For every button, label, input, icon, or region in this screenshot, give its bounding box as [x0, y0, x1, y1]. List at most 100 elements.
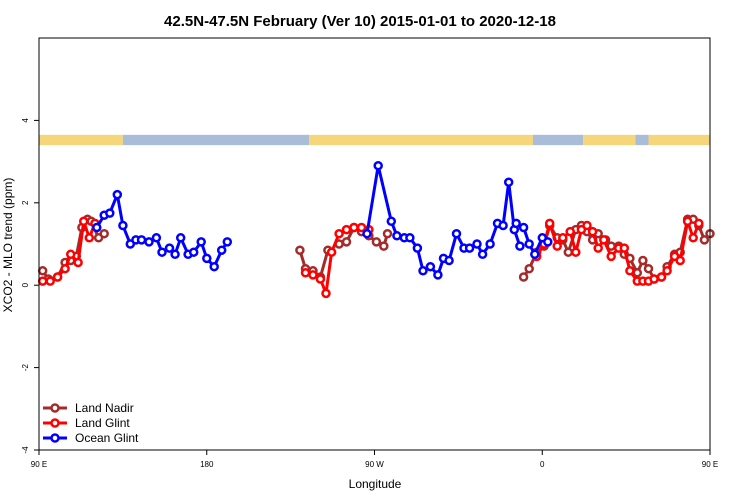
y-axis-title: XCO2 - MLO trend (ppm) [1, 178, 15, 313]
series-land-glint-point [662, 266, 672, 276]
legend-land-glint-label: Land Glint [75, 416, 130, 430]
series-land-nadir-point [563, 247, 574, 257]
series-land-glint [37, 216, 704, 299]
surface-strip-land-segment [309, 134, 533, 146]
series-ocean-glint-point [112, 189, 123, 200]
series-ocean-glint-point [362, 228, 372, 239]
y-tick-label: -2 [21, 363, 30, 371]
series-land-glint-point [78, 216, 89, 227]
series-land-glint-point [582, 220, 592, 231]
series-land-glint-point [356, 222, 367, 233]
series-land-glint-point [587, 226, 598, 237]
series-land-nadir-point [99, 228, 109, 239]
series-land-glint-point [84, 233, 95, 243]
series-land-nadir-point [382, 228, 393, 239]
series-land-glint-point [52, 272, 63, 282]
x-tick-label: 90 E [702, 460, 718, 469]
series-land-glint-point [656, 272, 667, 282]
series-land-glint-point [45, 276, 55, 286]
series-land-glint-point [326, 247, 337, 257]
y-tick-label: -4 [21, 446, 30, 454]
x-axis-title: Longitude [349, 477, 402, 491]
series-ocean-glint-point [144, 237, 154, 247]
series-land-glint-point [334, 228, 344, 239]
series-ocean-glint-point [515, 241, 525, 251]
series-ocean-glint-point [196, 237, 206, 247]
series-ocean-glint-point [444, 255, 454, 266]
surface-strip-land-segment [648, 134, 710, 146]
x-tick-label: 180 [200, 460, 214, 469]
series-ocean-glint-point [518, 222, 529, 233]
series-ocean-glint-point [451, 228, 462, 239]
legend-land-nadir-label: Land Nadir [75, 401, 134, 415]
series-land-nadir-point [341, 237, 352, 247]
y-tick-label: 4 [21, 118, 30, 123]
series-ocean-glint-point [530, 249, 540, 260]
x-tick-label: 90 E [31, 460, 47, 469]
series-ocean-glint-point [503, 177, 514, 187]
series-ocean-glint-point [498, 220, 508, 231]
series-land-glint-point [37, 276, 48, 286]
series-ocean-glint-point [151, 233, 162, 243]
series-ocean-glint-point [164, 243, 175, 253]
series-ocean-glint-point [118, 220, 128, 231]
series-ocean-glint-point [511, 218, 521, 229]
series-land-glint-point [308, 270, 318, 280]
series-land-nadir-point [371, 237, 382, 247]
series-land-nadir-point [699, 235, 710, 245]
legend-land-glint-marker [50, 418, 60, 428]
series-land-glint-point [625, 266, 635, 276]
chart-title: 42.5N-47.5N February (Ver 10) 2015-01-01… [164, 13, 556, 30]
series-ocean-glint-point [477, 249, 488, 260]
series-ocean-glint-point [373, 160, 383, 171]
series-land-nadir-point [37, 266, 48, 276]
surface-strip-land-segment [39, 134, 123, 146]
series-ocean-glint [92, 160, 553, 280]
series-land-glint-point [649, 274, 659, 284]
series-ocean-glint-point [524, 239, 534, 249]
y-tick-label: 0 [21, 282, 30, 287]
series-land-glint-point [688, 233, 698, 243]
x-axis: 90 E 180 90 W 0 90 E [31, 450, 718, 469]
legend-ocean-glint-label: Ocean Glint [75, 431, 139, 445]
series-ocean-glint-point [433, 270, 443, 280]
series-ocean-glint-point [412, 243, 423, 253]
series-layer [37, 160, 715, 299]
series-ocean-glint-point [188, 247, 199, 257]
series-land-glint-point [606, 251, 616, 262]
series-ocean-glint-point [136, 235, 147, 245]
y-axis: -4 -2 0 2 4 [21, 118, 39, 454]
series-land-glint-point [552, 241, 562, 251]
series-land-glint-point [315, 274, 326, 284]
series-ocean-glint-point [92, 222, 102, 233]
series-ocean-glint-point [425, 261, 436, 272]
series-ocean-glint-point [157, 247, 167, 257]
series-land-glint-point [300, 268, 311, 278]
series-land-glint-point [349, 222, 359, 233]
series-ocean-glint-point [209, 261, 219, 272]
series-ocean-glint-point [175, 233, 186, 243]
series-ocean-glint-point [543, 237, 553, 247]
surface-type-strip [39, 134, 710, 146]
series-land-glint-point [682, 216, 693, 227]
series-land-glint-point [571, 247, 581, 257]
series-ocean-glint-point [418, 266, 428, 276]
series-ocean-glint-point [222, 237, 233, 247]
series-ocean-glint-point [472, 239, 482, 249]
series-land-nadir-point [638, 255, 648, 266]
series-land-nadir-point [643, 263, 654, 274]
series-ocean-glint-point [386, 216, 397, 227]
series-ocean-glint-point [202, 253, 212, 264]
series-ocean-glint-point [170, 249, 180, 260]
series-land-glint-point [65, 249, 76, 260]
y-tick-label: 2 [21, 200, 30, 205]
series-land-glint-point [694, 218, 704, 229]
series-land-nadir-point [518, 272, 529, 282]
legend-ocean-glint-marker [50, 433, 60, 443]
surface-strip-ocean-segment [532, 134, 584, 146]
series-land-glint-point [619, 243, 630, 253]
series-land-glint-point [60, 263, 70, 274]
series-land-nadir-point [379, 241, 389, 251]
surface-strip-land-segment [583, 134, 636, 146]
